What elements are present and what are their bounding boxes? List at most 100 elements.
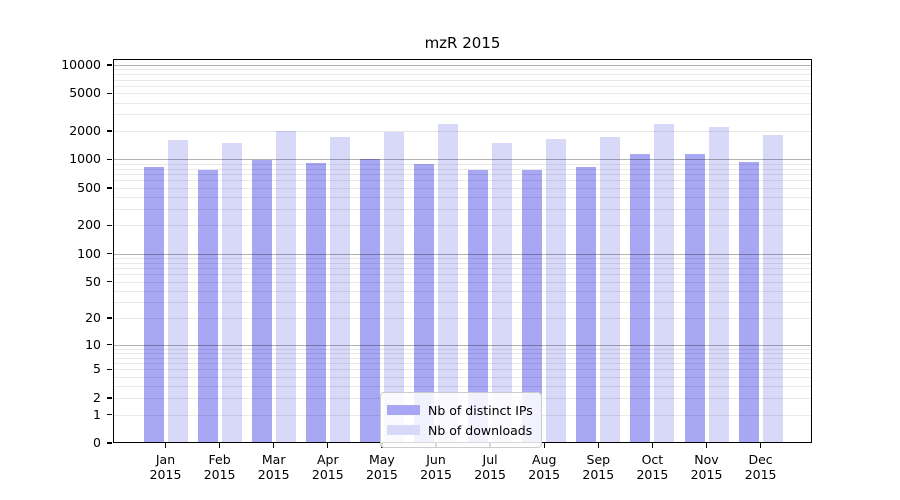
bar-downloads-mar (275, 130, 296, 443)
x-tick-label: Jul 2015 (474, 452, 506, 482)
bar-downloads-apr (329, 136, 350, 443)
y-tick-mark (107, 252, 112, 255)
gridline-minor (113, 302, 812, 304)
y-tick-mark (107, 317, 112, 319)
legend-item-downloads: Nb of downloads (387, 420, 533, 440)
gridline-minor (113, 74, 812, 76)
x-tick-mark (597, 443, 599, 448)
gridline-minor (113, 348, 812, 350)
gridline-minor (113, 369, 812, 371)
y-tick-mark (107, 92, 112, 95)
gridline-minor (113, 262, 812, 264)
x-tick-label: Apr 2015 (311, 452, 344, 482)
x-tick-mark (651, 443, 654, 448)
y-tick-label: 20 (85, 310, 101, 326)
gridline-minor (113, 79, 812, 81)
gridline-minor (113, 93, 812, 95)
y-tick-mark (107, 158, 112, 161)
gridline-minor (113, 225, 812, 227)
gridline-minor (113, 168, 812, 170)
gridline-minor (113, 363, 812, 365)
y-tick-label: 0 (93, 435, 101, 450)
gridline-minor (113, 357, 812, 359)
bar-downloads-dec (762, 135, 783, 443)
x-tick-label: May 2015 (365, 452, 398, 482)
gridline-minor (113, 102, 812, 104)
y-tick-label: 10000 (61, 57, 101, 72)
y-tick-mark (107, 280, 112, 283)
y-tick-label: 5 (93, 361, 101, 377)
gridline-minor (113, 180, 812, 182)
legend-item-distinct-ips: Nb of distinct IPs (387, 400, 533, 420)
x-tick-mark (218, 443, 221, 448)
bar-distinct-ips-may (359, 159, 380, 443)
x-tick-label: Mar 2015 (257, 452, 290, 482)
y-tick-label: 500 (77, 179, 101, 195)
legend-label-distinct-ips: Nb of distinct IPs (428, 402, 533, 418)
bar-downloads-jan (167, 139, 188, 443)
y-tick-label: 50 (85, 273, 101, 289)
y-tick-label: 1 (93, 406, 101, 422)
chart-title: mzR 2015 (424, 34, 501, 52)
legend-swatch-downloads (387, 425, 420, 435)
legend-label-downloads: Nb of downloads (428, 422, 533, 438)
bar-distinct-ips-mar (251, 160, 272, 443)
gridline-minor (113, 69, 812, 71)
x-tick-mark (543, 443, 545, 448)
x-tick-label: Dec 2015 (744, 452, 777, 482)
x-tick-mark (273, 443, 275, 448)
bar-distinct-ips-jun (414, 163, 434, 443)
x-tick-label: Aug 2015 (528, 452, 561, 482)
legend-swatch-distinct-ips (387, 405, 420, 415)
y-tick-mark (107, 442, 112, 444)
y-tick-label: 100 (77, 245, 101, 261)
y-tick-mark (107, 368, 112, 371)
bar-downloads-may (383, 132, 404, 443)
bar-distinct-ips-nov (684, 154, 705, 443)
x-tick-mark (327, 443, 329, 448)
gridline-minor (113, 85, 812, 87)
bar-distinct-ips-dec (738, 161, 759, 443)
gridline-minor (113, 268, 812, 270)
gridline-minor (113, 174, 812, 176)
x-tick-label: Jun 2015 (420, 452, 452, 482)
gridline-minor (113, 274, 812, 276)
bar-distinct-ips-oct (630, 153, 651, 443)
bar-distinct-ips-jul (468, 169, 489, 443)
y-tick-label: 10 (85, 336, 101, 352)
gridline-minor (113, 131, 812, 133)
gridline-minor (113, 281, 812, 283)
gridline-minor (113, 208, 812, 210)
y-tick-label: 2000 (69, 123, 101, 139)
gridline-minor (113, 187, 812, 189)
bar-downloads-aug (546, 139, 567, 443)
x-tick-mark (705, 443, 708, 448)
y-tick-mark (107, 64, 112, 66)
bar-downloads-jul (492, 143, 513, 443)
x-tick-label: Nov 2015 (690, 452, 723, 482)
gridline-minor (113, 376, 812, 378)
gridline-minor (113, 114, 812, 116)
gridline-minor (113, 318, 812, 320)
x-tick-label: Jan 2015 (149, 452, 182, 482)
x-tick-label: Feb 2015 (203, 452, 236, 482)
y-tick-mark (107, 130, 112, 132)
bar-downloads-sep (600, 137, 621, 443)
y-tick-label: 5000 (69, 85, 101, 101)
x-tick-label: Oct 2015 (636, 452, 669, 482)
bar-distinct-ips-sep (576, 166, 597, 443)
gridline-minor (113, 163, 812, 165)
x-tick-label: Sep 2015 (582, 452, 615, 482)
x-tick-mark (164, 443, 167, 448)
y-tick-mark (107, 413, 112, 416)
y-tick-label: 2 (93, 389, 101, 405)
bar-distinct-ips-apr (305, 162, 326, 443)
y-tick-label: 1000 (69, 151, 101, 167)
y-tick-mark (107, 397, 112, 399)
y-tick-mark (107, 187, 112, 189)
gridline-minor (113, 290, 812, 292)
bar-distinct-ips-jan (143, 166, 164, 443)
gridline-major (113, 159, 812, 161)
